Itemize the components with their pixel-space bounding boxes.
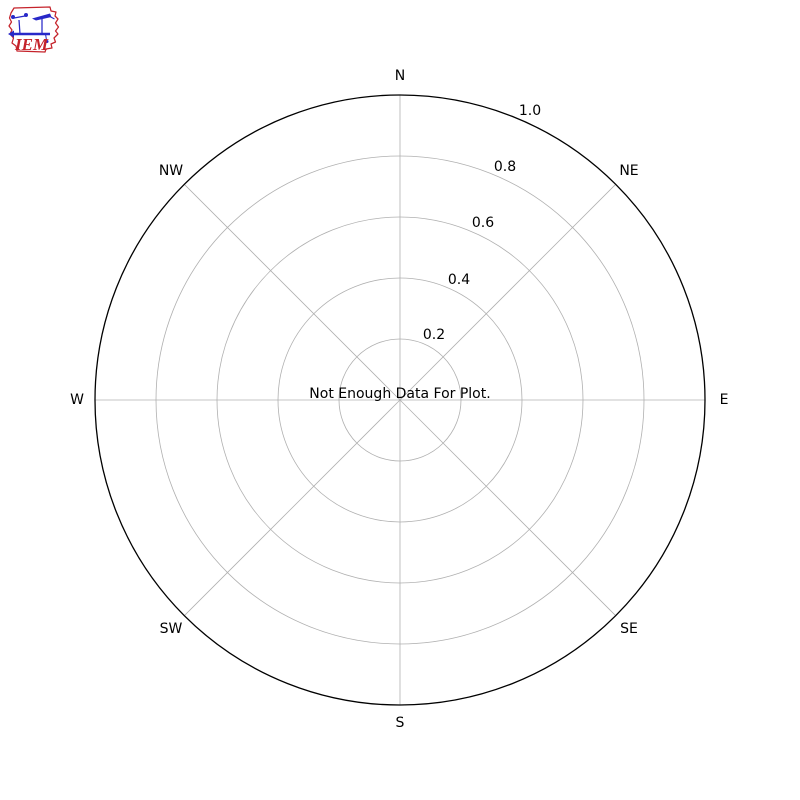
- radial-tick-label: 1.0: [519, 103, 541, 119]
- angular-gridline-sw: [184, 399, 401, 616]
- weather-vane-icon: [8, 13, 55, 43]
- radial-tick-label: 0.4: [448, 272, 470, 288]
- compass-label-w: W: [70, 392, 84, 408]
- iem-logo: IEM: [6, 5, 60, 55]
- iem-logo-text: IEM: [14, 35, 49, 54]
- angular-gridline-nw: [184, 184, 401, 401]
- compass-label-sw: SW: [160, 621, 183, 637]
- compass-label-s: S: [396, 715, 405, 731]
- compass-label-ne: NE: [619, 163, 638, 179]
- compass-label-n: N: [395, 68, 405, 84]
- compass-label-nw: NW: [159, 163, 183, 179]
- angular-gridlines: [95, 95, 705, 705]
- angular-gridline-ne: [399, 184, 616, 401]
- compass-labels: N NE E SE S SW W NW: [70, 68, 728, 731]
- polar-outer-spine: [94, 94, 706, 706]
- compass-label-e: E: [720, 392, 729, 408]
- compass-label-se: SE: [620, 621, 638, 637]
- radial-tick-labels: 0.2 0.4 0.6 0.8 1.0: [423, 103, 541, 343]
- radial-tick-label: 0.6: [472, 215, 494, 231]
- no-data-message: Not Enough Data For Plot.: [309, 386, 490, 402]
- angular-gridline-se: [399, 399, 616, 616]
- radial-tick-label: 0.8: [494, 159, 516, 175]
- iem-logo-graphic: IEM: [8, 6, 60, 54]
- radial-tick-label: 0.2: [423, 327, 445, 343]
